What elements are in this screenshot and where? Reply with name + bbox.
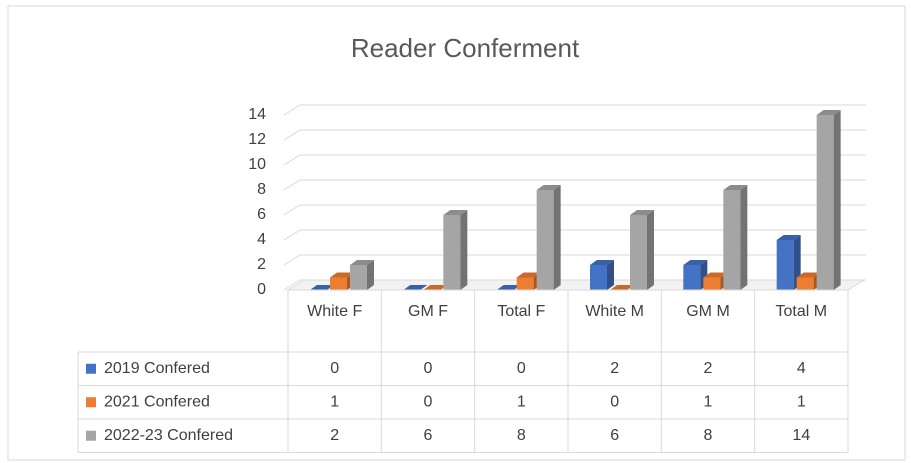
- bar-front: [776, 240, 794, 290]
- table-value: 0: [610, 393, 619, 410]
- bar: [443, 210, 468, 290]
- table-value: 14: [792, 427, 810, 444]
- grid-line: [283, 129, 866, 141]
- legend-key: [86, 397, 96, 408]
- grid-line: [283, 104, 866, 116]
- legend-label: 2019 Confered: [104, 360, 210, 377]
- grid-line: [283, 254, 866, 266]
- bar-top: [683, 260, 708, 265]
- table-value: 1: [330, 393, 339, 410]
- bar-front: [590, 265, 607, 290]
- bar-top: [536, 185, 561, 190]
- table-value: 1: [704, 393, 713, 410]
- bar: [590, 260, 614, 290]
- bar-top: [590, 260, 614, 265]
- bar-top: [403, 285, 428, 290]
- legend-key: [86, 430, 96, 441]
- legend-key: [86, 363, 96, 374]
- bar-top: [330, 272, 354, 278]
- bar-front: [536, 190, 554, 290]
- bar: [536, 185, 561, 290]
- bar-front: [443, 215, 461, 290]
- bar-front: [630, 215, 647, 290]
- table-value: 0: [424, 393, 433, 410]
- x-tick-label: GM M: [686, 303, 730, 320]
- bar-top: [310, 285, 334, 290]
- bar-top: [496, 285, 521, 290]
- table-value: 6: [424, 427, 433, 444]
- table-value: 6: [610, 427, 619, 444]
- bar: [310, 285, 334, 290]
- bar-front: [796, 277, 814, 290]
- bar-top: [796, 272, 821, 278]
- y-tick-label: 14: [248, 106, 266, 123]
- bar-side: [460, 210, 468, 290]
- bar: [630, 210, 654, 290]
- bar-top: [423, 285, 448, 290]
- bar-front: [723, 190, 741, 290]
- grid-line: [283, 179, 866, 191]
- table-value: 1: [797, 393, 806, 410]
- y-tick-label: 8: [257, 181, 266, 198]
- bar-top: [776, 235, 801, 240]
- y-tick-label: 6: [257, 206, 266, 223]
- bar-side: [647, 210, 654, 290]
- bar-top: [443, 210, 468, 215]
- bar-side: [740, 185, 748, 290]
- x-tick-label: Total F: [497, 303, 545, 320]
- bar-front: [703, 277, 721, 290]
- bar: [350, 260, 374, 290]
- table-value: 1: [517, 393, 526, 410]
- bar: [610, 285, 634, 290]
- legend-label: 2022-23 Confered: [104, 427, 233, 444]
- table-value: 0: [330, 360, 339, 377]
- bar: [816, 110, 841, 290]
- bar-side: [607, 260, 614, 290]
- bar-top: [816, 110, 841, 115]
- y-tick-label: 0: [257, 281, 266, 298]
- bar: [423, 285, 448, 290]
- table-value: 2: [330, 427, 339, 444]
- bar-top: [630, 210, 654, 215]
- bar-top: [610, 285, 634, 290]
- x-tick-label: GM F: [408, 303, 448, 320]
- bar-top: [703, 272, 728, 278]
- bar-front: [683, 265, 701, 290]
- y-tick-label: 10: [248, 156, 266, 173]
- bar-front: [516, 277, 534, 290]
- table-value: 8: [704, 427, 713, 444]
- grid-line: [283, 204, 866, 216]
- bar-top: [516, 272, 541, 278]
- legend-label: 2021 Confered: [104, 393, 210, 410]
- grid-line: [283, 229, 866, 241]
- y-tick-label: 2: [257, 256, 266, 273]
- table-value: 8: [517, 427, 526, 444]
- bar-top: [350, 260, 374, 265]
- grid-line: [283, 154, 866, 166]
- x-tick-label: White M: [585, 303, 644, 320]
- chart-title: Reader Conferment: [351, 33, 580, 63]
- table-value: 0: [517, 360, 526, 377]
- x-tick-label: White F: [307, 303, 362, 320]
- bar-side: [553, 185, 561, 290]
- bar-top: [723, 185, 748, 190]
- bar-side: [833, 110, 841, 290]
- bar: [403, 285, 428, 290]
- bar-front: [330, 277, 347, 290]
- bar-side: [367, 260, 374, 290]
- bar-front: [350, 265, 367, 290]
- table-value: 4: [797, 360, 806, 377]
- table-value: 2: [704, 360, 713, 377]
- table-value: 2: [610, 360, 619, 377]
- bar-front: [816, 115, 834, 290]
- bar: [496, 285, 521, 290]
- y-tick-label: 12: [248, 131, 266, 148]
- bar: [776, 235, 801, 290]
- bar: [723, 185, 748, 290]
- x-tick-label: Total M: [776, 303, 828, 320]
- table-value: 0: [424, 360, 433, 377]
- y-tick-label: 4: [257, 231, 266, 248]
